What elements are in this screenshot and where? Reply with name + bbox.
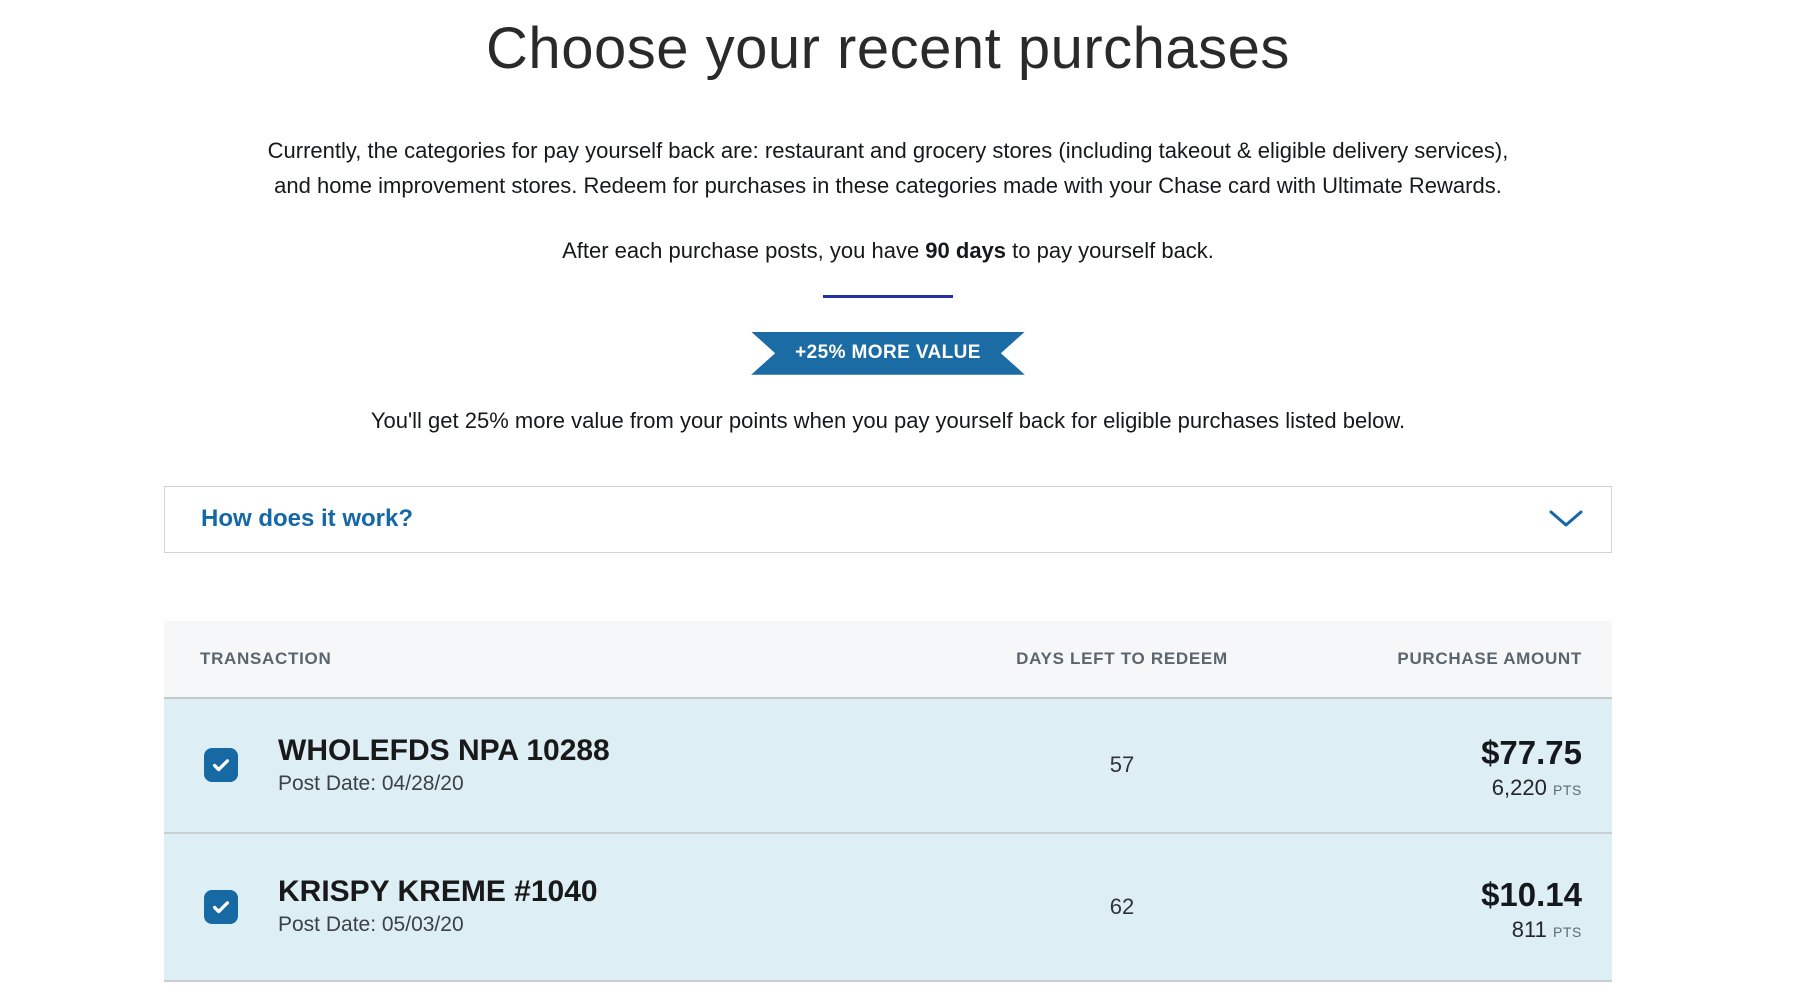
- intro-line-1: Currently, the categories for pay yourse…: [267, 137, 1509, 163]
- deadline-days: 90 days: [925, 237, 1007, 263]
- points-unit: PTS: [1552, 923, 1582, 940]
- table-header-row: Transaction Days left to redeem Purchase…: [164, 620, 1612, 699]
- purchase-amount: $77.75: [1481, 734, 1582, 772]
- days-left-value: 62: [1109, 893, 1135, 919]
- how-it-works-accordion[interactable]: How does it work?: [164, 485, 1612, 553]
- merchant-name: KRISPY KREME #1040: [278, 875, 598, 909]
- points-line: 811 PTS: [1282, 917, 1582, 943]
- table-row: WHOLEFDS NPA 10288 Post Date: 04/28/20 5…: [164, 698, 1612, 834]
- post-date: Post Date: 05/03/20: [278, 913, 464, 937]
- purchase-amount: $10.14: [1481, 875, 1582, 913]
- points-value: 6,220: [1491, 775, 1547, 801]
- points-line: 6,220 PTS: [1282, 775, 1582, 801]
- intro-text: Currently, the categories for pay yourse…: [164, 133, 1612, 203]
- row-checkbox[interactable]: [204, 748, 238, 783]
- value-note-text: You'll get 25% more value from your poin…: [370, 407, 1406, 433]
- transaction-text: WHOLEFDS NPA 10288 Post Date: 04/28/20: [278, 734, 610, 797]
- page-title: Choose your recent purchases: [486, 16, 1290, 81]
- transaction-cell: KRISPY KREME #1040 Post Date: 05/03/20: [164, 875, 962, 938]
- post-date: Post Date: 04/28/20: [278, 771, 464, 795]
- amount-cell: $10.14 811 PTS: [1282, 871, 1612, 943]
- check-icon: [212, 759, 230, 772]
- purchases-table: Transaction Days left to redeem Purchase…: [164, 620, 1612, 982]
- row-checkbox[interactable]: [204, 889, 238, 924]
- transaction-text: KRISPY KREME #1040 Post Date: 05/03/20: [278, 875, 598, 938]
- intro-line-2: and home improvement stores. Redeem for …: [274, 172, 1502, 198]
- ribbon-label: +25% MORE VALUE: [795, 342, 981, 364]
- days-left-value: 57: [1109, 752, 1135, 778]
- how-it-works-label[interactable]: How does it work?: [201, 505, 414, 533]
- deadline-prefix: After each purchase posts, you have: [562, 237, 926, 263]
- header-days-left: Days left to redeem: [1016, 648, 1228, 668]
- ribbon-container: +25% MORE VALUE: [164, 332, 1612, 375]
- transaction-cell: WHOLEFDS NPA 10288 Post Date: 04/28/20: [164, 734, 962, 797]
- chevron-down-icon[interactable]: [1549, 510, 1583, 528]
- points-unit: PTS: [1552, 782, 1582, 799]
- table-row: KRISPY KREME #1040 Post Date: 05/03/20 6…: [164, 833, 1612, 982]
- merchant-name: WHOLEFDS NPA 10288: [278, 733, 610, 767]
- header-transaction: Transaction: [200, 648, 332, 668]
- hero-section: Choose your recent purchases Currently, …: [164, 0, 1612, 438]
- amount-cell: $77.75 6,220 PTS: [1282, 729, 1612, 801]
- more-value-ribbon: +25% MORE VALUE: [751, 332, 1025, 375]
- points-value: 811: [1511, 916, 1547, 942]
- deadline-suffix: to pay yourself back.: [1006, 237, 1214, 263]
- deadline-text: After each purchase posts, you have 90 d…: [164, 233, 1612, 268]
- check-icon: [212, 900, 230, 913]
- divider-rule: [823, 294, 953, 298]
- header-purchase-amount: Purchase amount: [1397, 648, 1582, 668]
